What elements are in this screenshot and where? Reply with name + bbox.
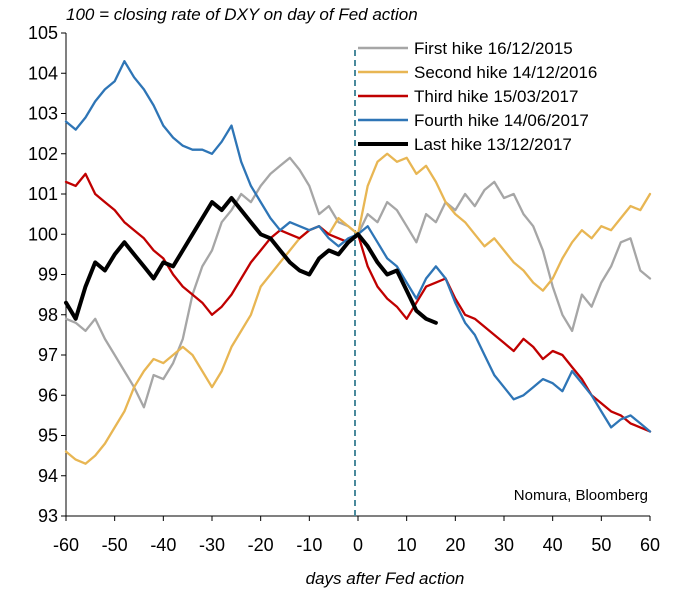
y-tick-label: 102 bbox=[28, 144, 58, 164]
chart-legend: First hike 16/12/2015 Second hike 14/12/2… bbox=[358, 39, 597, 154]
y-tick-label: 103 bbox=[28, 104, 58, 124]
y-tick-label: 94 bbox=[38, 466, 58, 486]
x-tick-label: 50 bbox=[591, 535, 611, 555]
x-tick-label: -60 bbox=[53, 535, 79, 555]
y-tick-label: 101 bbox=[28, 184, 58, 204]
y-tick-label: 98 bbox=[38, 305, 58, 325]
y-tick-label: 105 bbox=[28, 23, 58, 43]
x-tick-label: 10 bbox=[397, 535, 417, 555]
y-tick-label: 104 bbox=[28, 63, 58, 83]
series-lines bbox=[64, 60, 652, 465]
x-tick-label: 40 bbox=[543, 535, 563, 555]
y-tick-label: 93 bbox=[38, 506, 58, 526]
series-line-5 bbox=[64, 196, 438, 325]
legend-label: Fourth hike 14/06/2017 bbox=[414, 111, 589, 130]
x-tick-label: -40 bbox=[150, 535, 176, 555]
chart-title: 100 = closing rate of DXY on day of Fed … bbox=[66, 5, 418, 24]
y-tick-label: 100 bbox=[28, 224, 58, 244]
legend-label: Third hike 15/03/2017 bbox=[414, 87, 578, 106]
legend-label: Second hike 14/12/2016 bbox=[414, 63, 597, 82]
x-axis-label: days after Fed action bbox=[306, 569, 465, 588]
series-line-1 bbox=[64, 156, 652, 409]
y-tick-label: 96 bbox=[38, 385, 58, 405]
x-tick-label: -10 bbox=[296, 535, 322, 555]
legend-label: Last hike 13/12/2017 bbox=[414, 135, 572, 154]
series-line-2 bbox=[64, 152, 652, 465]
x-tick-label: -30 bbox=[199, 535, 225, 555]
x-tick-label: -20 bbox=[248, 535, 274, 555]
x-tick-label: 60 bbox=[640, 535, 660, 555]
series-line-3 bbox=[64, 172, 652, 433]
x-tick-label: -50 bbox=[102, 535, 128, 555]
source-note: Nomura, Bloomberg bbox=[514, 487, 648, 504]
y-tick-label: 97 bbox=[38, 345, 58, 365]
legend-label: First hike 16/12/2015 bbox=[414, 39, 573, 58]
x-tick-label: 30 bbox=[494, 535, 514, 555]
x-tick-label: 0 bbox=[353, 535, 363, 555]
y-tick-label: 99 bbox=[38, 265, 58, 285]
x-tick-label: 20 bbox=[445, 535, 465, 555]
y-tick-label: 95 bbox=[38, 426, 58, 446]
